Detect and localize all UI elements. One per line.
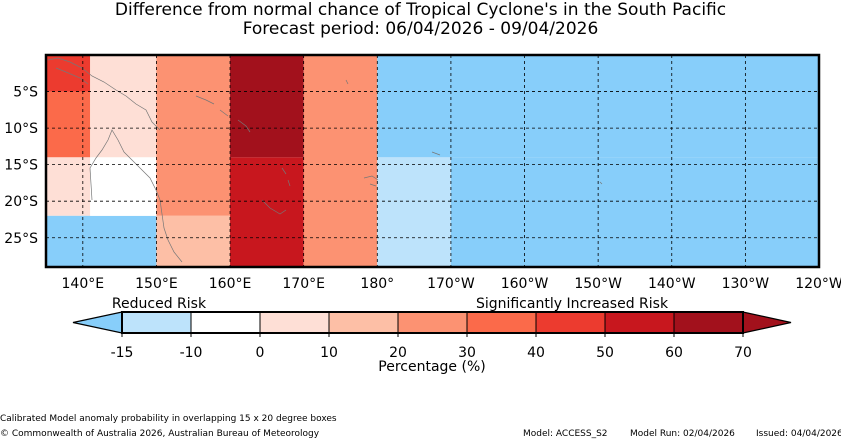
map-title: Difference from normal chance of Tropica… [114, 0, 727, 20]
colorbar-under-arrow [72, 311, 123, 334]
colorbar-tick-label: 10 [320, 345, 338, 361]
map-frame [44, 53, 821, 269]
graticule [46, 55, 819, 267]
anomaly-grid [46, 55, 819, 267]
lon-tick-label: 130°W [722, 276, 770, 292]
colorbar-bin [121, 311, 192, 334]
new-caledonia [261, 199, 287, 215]
new-guinea-coast [47, 57, 161, 131]
anomaly-cell [303, 55, 378, 267]
lon-tick-label: 140°W [648, 276, 696, 292]
colorbar-outline [121, 311, 744, 334]
lat-tick-label: 5°S [13, 85, 38, 101]
colorbar-over-arrow [742, 311, 792, 334]
increased-risk-label: Significantly Increased Risk [476, 296, 669, 312]
solomon-islands [195, 95, 251, 133]
anomaly-cell [156, 215, 231, 267]
colorbar-xlabel: Percentage (%) [378, 359, 485, 375]
lat-tick-label: 20°S [4, 194, 38, 210]
anomaly-cell [46, 157, 91, 216]
anomaly-cell [450, 157, 819, 267]
colorbar-bin [397, 311, 468, 334]
colorbar-tick-label: 70 [734, 345, 752, 361]
anomaly-cell [230, 55, 304, 158]
coastlines [47, 57, 603, 263]
colorbar-bin [604, 311, 675, 334]
colorbar-bin [466, 311, 537, 334]
lon-tick-label: 170°E [282, 276, 325, 292]
colorbar: -15 -10 0 10 20 30 40 50 60 70 Reduced Risk Signifi… [72, 296, 792, 375]
axis-labels: 140°E 150°E 160°E 170°E 180° 170°W 160°W 150°W 1… [4, 85, 841, 292]
footer-issued: Issued: 04/04/2026 [756, 429, 841, 439]
colorbar-tick-label: 60 [665, 345, 683, 361]
lon-tick-label: 180° [360, 276, 394, 292]
colorbar-bin [328, 311, 399, 334]
lat-tick-label: 25°S [4, 231, 38, 247]
anomaly-cell [90, 157, 157, 216]
samoa [431, 151, 441, 156]
tuvalu [345, 79, 603, 185]
anomaly-cell [46, 91, 91, 158]
colorbar-tick-label: -10 [180, 345, 203, 361]
anomaly-cell [90, 55, 157, 158]
anomaly-cell [230, 157, 304, 267]
footer-note: Calibrated Model anomaly probability in … [0, 414, 337, 424]
anomaly-cell [377, 157, 451, 267]
forecast-period: Forecast period: 06/04/2026 - 09/04/2026 [242, 19, 599, 39]
colorbar-tick-label: 30 [458, 345, 476, 361]
colorbar-bin [190, 311, 261, 334]
footer-copyright: © Commonwealth of Australia 2026, Austra… [0, 429, 320, 439]
anomaly-cell [156, 55, 231, 216]
lat-tick-label: 15°S [4, 158, 38, 174]
lon-tick-label: 120°W [795, 276, 841, 292]
australia-coast [89, 129, 183, 263]
colorbar-tick-label: -15 [111, 345, 134, 361]
colorbar-bin [673, 311, 744, 334]
lon-tick-label: 140°E [62, 276, 105, 292]
footer-model: Model: ACCESS_S2 [523, 429, 608, 439]
colorbar-tick-label: 40 [527, 345, 545, 361]
colorbar-bin [259, 311, 330, 334]
fiji [363, 175, 379, 187]
colorbar-tick-label: 50 [596, 345, 614, 361]
anomaly-cell [46, 215, 157, 267]
lat-tick-label: 10°S [4, 121, 38, 137]
lon-tick-label: 160°W [501, 276, 549, 292]
vanuatu [281, 167, 291, 187]
lon-tick-label: 150°W [574, 276, 622, 292]
lon-tick-label: 150°E [135, 276, 178, 292]
footer-model-run: Model Run: 02/04/2026 [630, 429, 735, 439]
anomaly-cell [46, 55, 91, 92]
lon-tick-label: 160°E [209, 276, 252, 292]
colorbar-tick-label: 20 [389, 345, 407, 361]
colorbar-bin [535, 311, 606, 334]
colorbar-tick-label: 0 [256, 345, 265, 361]
lon-tick-label: 170°W [427, 276, 475, 292]
reduced-risk-label: Reduced Risk [112, 296, 207, 312]
